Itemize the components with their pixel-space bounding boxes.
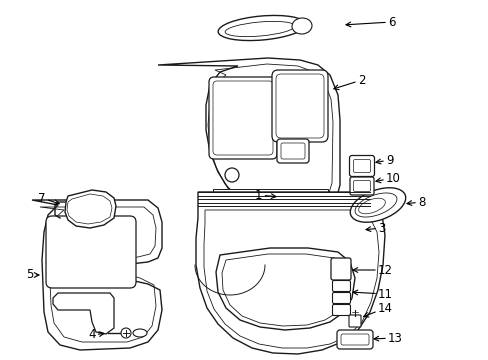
- FancyBboxPatch shape: [213, 81, 272, 155]
- FancyBboxPatch shape: [332, 305, 350, 315]
- FancyBboxPatch shape: [353, 180, 370, 192]
- FancyBboxPatch shape: [332, 292, 350, 303]
- FancyBboxPatch shape: [46, 216, 136, 288]
- Text: 2: 2: [333, 73, 365, 90]
- FancyBboxPatch shape: [349, 156, 374, 176]
- Polygon shape: [65, 190, 116, 228]
- FancyBboxPatch shape: [348, 315, 360, 327]
- FancyBboxPatch shape: [271, 70, 327, 142]
- Ellipse shape: [358, 198, 385, 214]
- Text: 4: 4: [88, 328, 104, 342]
- Text: 10: 10: [375, 171, 400, 185]
- Ellipse shape: [224, 21, 294, 37]
- Polygon shape: [196, 192, 384, 354]
- FancyBboxPatch shape: [349, 177, 373, 195]
- FancyBboxPatch shape: [336, 330, 372, 349]
- Ellipse shape: [218, 15, 305, 41]
- Text: 8: 8: [406, 195, 425, 208]
- Ellipse shape: [133, 329, 147, 337]
- Bar: [213, 189, 327, 196]
- Circle shape: [121, 328, 131, 338]
- Text: 7: 7: [38, 192, 59, 204]
- Text: 11: 11: [352, 288, 392, 301]
- FancyBboxPatch shape: [276, 139, 308, 163]
- Ellipse shape: [349, 188, 405, 222]
- Text: 3: 3: [365, 221, 385, 234]
- Polygon shape: [158, 58, 339, 220]
- Circle shape: [224, 168, 239, 182]
- Text: 6: 6: [346, 15, 395, 28]
- Ellipse shape: [354, 193, 396, 217]
- FancyBboxPatch shape: [281, 143, 305, 159]
- Text: 5: 5: [26, 269, 39, 282]
- Ellipse shape: [291, 18, 311, 34]
- Text: 13: 13: [373, 332, 402, 345]
- Polygon shape: [53, 293, 114, 334]
- FancyBboxPatch shape: [330, 258, 350, 280]
- FancyBboxPatch shape: [275, 74, 324, 138]
- FancyBboxPatch shape: [332, 280, 350, 292]
- Text: 9: 9: [375, 153, 393, 166]
- FancyBboxPatch shape: [353, 159, 370, 172]
- FancyBboxPatch shape: [208, 77, 276, 159]
- Polygon shape: [32, 200, 162, 350]
- Text: 1: 1: [254, 189, 275, 202]
- FancyBboxPatch shape: [340, 334, 368, 345]
- Text: 14: 14: [363, 302, 392, 317]
- Text: 12: 12: [352, 264, 392, 276]
